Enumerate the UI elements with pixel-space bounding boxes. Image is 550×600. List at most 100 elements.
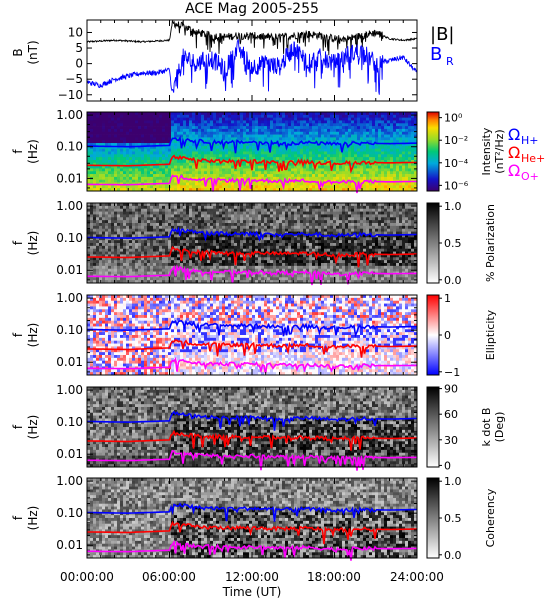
heatmap-cell (138, 254, 142, 258)
heatmap-cell (213, 223, 217, 227)
heatmap-cell (351, 171, 355, 175)
heatmap-cell (399, 128, 403, 133)
heatmap-cell (315, 143, 319, 147)
heatmap-cell (252, 148, 256, 152)
heatmap-cell (96, 112, 100, 116)
heatmap-cell (231, 188, 235, 192)
heatmap-cell (114, 205, 118, 210)
heatmap-cell (297, 126, 301, 130)
heatmap-cell (201, 117, 205, 121)
heatmap-cell (189, 145, 193, 150)
heatmap-cell (114, 248, 118, 252)
heatmap-cell (237, 205, 241, 210)
heatmap-cell (177, 257, 181, 261)
heatmap-cell (267, 217, 271, 221)
heatmap-cell (156, 203, 160, 207)
heatmap-cell (411, 137, 415, 141)
heatmap-cell (276, 137, 280, 141)
heatmap-cell (276, 151, 280, 155)
heatmap-cell (369, 188, 373, 192)
heatmap-cell (276, 112, 280, 116)
heatmap-cell (108, 171, 112, 175)
heatmap-cell (99, 154, 103, 158)
heatmap-cell (180, 162, 184, 166)
heatmap-cell (228, 271, 232, 275)
heatmap-cell (189, 134, 193, 138)
heatmap-cell (192, 225, 196, 230)
heatmap-cell (156, 268, 160, 272)
heatmap-cell (120, 117, 124, 121)
heatmap-cell (90, 251, 94, 255)
heatmap-cell (105, 217, 109, 221)
heatmap-cell (381, 165, 385, 169)
heatmap-cell (114, 143, 118, 147)
heatmap-cell (219, 157, 223, 161)
heatmap-cell (117, 277, 121, 281)
heatmap-cell (267, 208, 271, 212)
heatmap-cell (255, 174, 259, 178)
heatmap-cell (264, 214, 268, 218)
heatmap-cell (372, 174, 376, 178)
heatmap-cell (225, 188, 229, 192)
heatmap-cell (195, 223, 199, 227)
heatmap-cell (243, 223, 247, 227)
heatmap-cell (129, 223, 133, 227)
heatmap-cell (291, 151, 295, 155)
heatmap-cell (96, 223, 100, 227)
heatmap-cell (228, 211, 232, 215)
heatmap-cell (117, 208, 121, 212)
heatmap-cell (129, 157, 133, 161)
heatmap-cell (258, 208, 262, 212)
heatmap-cell (156, 251, 160, 255)
heatmap-cell (381, 151, 385, 155)
heatmap-cell (216, 128, 220, 133)
heatmap-cell (90, 240, 94, 244)
heatmap-cell (390, 137, 394, 141)
heatmap-cell (291, 171, 295, 175)
heatmap-cell (159, 223, 163, 227)
heatmap-cell (129, 231, 133, 235)
heatmap-cell (213, 120, 217, 124)
heatmap-cell (321, 151, 325, 155)
heatmap-cell (99, 214, 103, 218)
heatmap-cell (240, 188, 244, 192)
heatmap-cell (153, 220, 157, 224)
heatmap-cell (222, 148, 226, 152)
heatmap-cell (411, 159, 415, 164)
heatmap-cell (141, 154, 145, 158)
heatmap-cell (117, 254, 121, 258)
heatmap-cell (141, 137, 145, 141)
heatmap-cell (96, 174, 100, 178)
heatmap-cell (222, 277, 226, 281)
heatmap-cell (273, 126, 277, 130)
heatmap-cell (309, 112, 313, 116)
heatmap-cell (372, 126, 376, 130)
heatmap-cell (189, 123, 193, 127)
heatmap-cell (87, 257, 91, 261)
heatmap-cell (123, 223, 127, 227)
heatmap-cell (228, 131, 232, 135)
heatmap-cell (249, 145, 253, 150)
heatmap-cell (90, 134, 94, 138)
heatmap-cell (384, 114, 388, 118)
heatmap-cell (105, 277, 109, 281)
heatmap-cell (132, 223, 136, 227)
heatmap-cell (405, 128, 409, 133)
heatmap-cell (201, 112, 205, 116)
heatmap-cell (393, 114, 397, 118)
heatmap-cell (408, 176, 412, 181)
heatmap-cell (129, 151, 133, 155)
heatmap-cell (234, 203, 238, 207)
heatmap-cell (174, 277, 178, 281)
heatmap-cell (120, 214, 124, 218)
heatmap-cell (207, 162, 211, 166)
heatmap-cell (102, 257, 106, 261)
heatmap-cell (345, 185, 349, 189)
heatmap-cell (102, 168, 106, 172)
heatmap-cell (219, 134, 223, 138)
heatmap-cell (129, 220, 133, 224)
heatmap-cell (279, 171, 283, 175)
heatmap-cell (249, 228, 253, 232)
heatmap-cell (156, 137, 160, 141)
heatmap-cell (117, 185, 121, 189)
